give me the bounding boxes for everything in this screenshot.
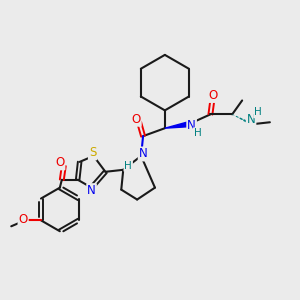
Text: O: O — [19, 213, 28, 226]
Text: N: N — [139, 148, 147, 160]
Polygon shape — [165, 122, 189, 128]
Text: H: H — [124, 161, 132, 171]
Text: O: O — [131, 113, 141, 126]
Text: H: H — [194, 128, 201, 138]
Text: H: H — [254, 107, 262, 117]
Text: O: O — [55, 156, 64, 170]
Text: N: N — [87, 184, 96, 197]
Text: N: N — [247, 113, 255, 126]
Text: O: O — [209, 89, 218, 102]
Text: N: N — [187, 119, 196, 132]
Text: S: S — [89, 146, 96, 160]
